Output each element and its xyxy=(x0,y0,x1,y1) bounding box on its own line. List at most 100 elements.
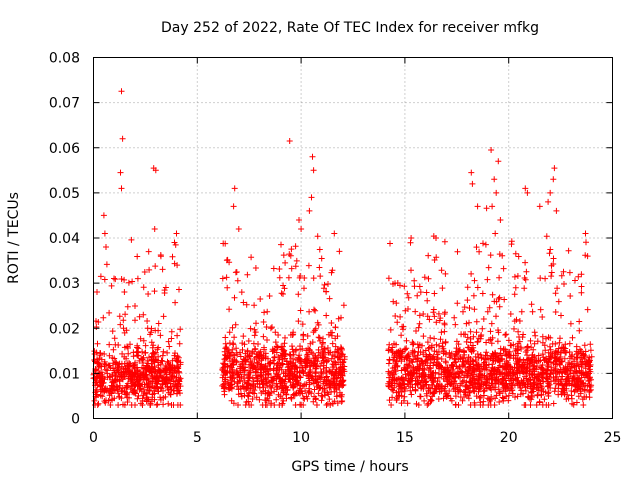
data-point xyxy=(146,354,152,361)
data-point xyxy=(450,378,457,385)
data-point xyxy=(463,320,470,327)
data-point xyxy=(230,203,237,210)
data-point xyxy=(148,329,154,336)
data-point xyxy=(234,383,240,390)
data-point xyxy=(444,364,451,371)
data-point xyxy=(115,365,122,372)
data-point xyxy=(233,345,240,352)
data-points xyxy=(90,88,595,408)
data-point xyxy=(138,388,145,395)
data-point xyxy=(336,248,343,255)
data-point xyxy=(275,391,282,398)
data-point xyxy=(550,374,557,381)
data-point xyxy=(454,300,461,307)
data-point xyxy=(101,360,108,367)
data-point xyxy=(581,356,588,362)
data-point xyxy=(108,282,115,289)
data-point xyxy=(171,352,178,359)
data-point xyxy=(429,393,436,400)
data-point xyxy=(430,353,437,360)
data-point xyxy=(484,379,491,386)
y-tick-label: 0.03 xyxy=(49,276,80,292)
data-point xyxy=(416,283,423,290)
data-point xyxy=(100,314,107,321)
data-point xyxy=(461,304,468,311)
data-point xyxy=(550,261,557,267)
data-point xyxy=(275,332,282,338)
data-point xyxy=(491,370,498,377)
data-point xyxy=(496,294,503,301)
data-point xyxy=(524,344,530,351)
data-point xyxy=(168,328,175,335)
data-point xyxy=(282,259,289,266)
data-point xyxy=(175,358,181,365)
data-point xyxy=(415,324,422,331)
data-point xyxy=(551,388,558,395)
data-point xyxy=(136,357,143,364)
data-point xyxy=(433,361,440,368)
data-point xyxy=(131,383,137,390)
data-point xyxy=(131,364,138,371)
data-point xyxy=(489,365,496,371)
data-point xyxy=(558,312,564,319)
data-point xyxy=(484,308,491,315)
data-point xyxy=(534,338,541,345)
data-point xyxy=(482,352,489,359)
data-point xyxy=(234,351,241,358)
data-point xyxy=(292,402,299,408)
data-point xyxy=(278,346,285,353)
y-tick-label: 0.08 xyxy=(49,51,80,67)
data-point xyxy=(500,265,507,272)
data-point xyxy=(460,331,467,338)
data-point xyxy=(514,273,521,279)
data-point xyxy=(228,381,235,388)
data-point xyxy=(326,396,333,403)
data-point xyxy=(537,275,544,282)
data-point xyxy=(281,285,288,292)
data-point xyxy=(466,389,473,396)
data-point xyxy=(521,275,528,281)
data-point xyxy=(414,355,421,361)
data-point xyxy=(512,250,519,257)
x-tick-label: 20 xyxy=(500,430,518,446)
data-point xyxy=(496,303,503,310)
data-point xyxy=(311,386,318,393)
data-point xyxy=(332,343,339,350)
data-point xyxy=(583,239,589,246)
data-point xyxy=(307,340,314,347)
data-point xyxy=(565,359,572,366)
data-point xyxy=(548,273,555,280)
data-point xyxy=(278,241,284,248)
data-point xyxy=(424,297,431,304)
data-point xyxy=(153,402,160,408)
data-point xyxy=(317,352,324,359)
data-point xyxy=(306,207,313,214)
data-point xyxy=(409,367,416,374)
data-point xyxy=(561,281,567,287)
data-point xyxy=(313,363,320,370)
data-point xyxy=(250,340,257,347)
data-point xyxy=(325,349,332,356)
data-point xyxy=(242,357,249,364)
data-point xyxy=(340,359,347,365)
data-point xyxy=(134,344,141,351)
data-point xyxy=(128,402,135,408)
data-point xyxy=(240,375,247,382)
data-point xyxy=(539,339,546,346)
data-point xyxy=(272,346,278,353)
data-point xyxy=(470,365,477,372)
y-tick-label: 0.04 xyxy=(49,231,80,247)
data-point xyxy=(496,399,503,405)
data-point xyxy=(98,363,105,370)
data-point xyxy=(177,383,184,390)
data-point xyxy=(458,368,465,375)
data-point xyxy=(394,362,401,369)
data-point xyxy=(426,316,433,323)
data-point xyxy=(122,311,129,318)
data-point xyxy=(417,289,424,296)
data-point xyxy=(455,348,462,355)
data-point xyxy=(416,312,423,319)
data-point xyxy=(425,400,432,407)
data-point xyxy=(290,359,297,366)
